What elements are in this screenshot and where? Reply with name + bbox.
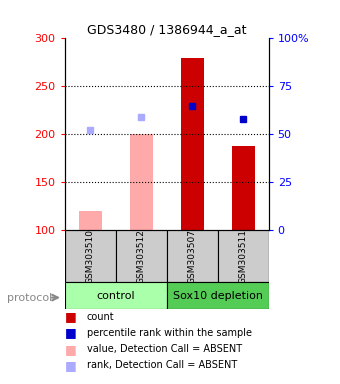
Text: GSM303510: GSM303510 <box>86 229 95 284</box>
Text: count: count <box>87 312 114 322</box>
Text: ■: ■ <box>65 343 76 356</box>
Text: ■: ■ <box>65 310 76 323</box>
Bar <box>65 282 167 309</box>
Text: value, Detection Call = ABSENT: value, Detection Call = ABSENT <box>87 344 242 354</box>
Text: percentile rank within the sample: percentile rank within the sample <box>87 328 252 338</box>
Bar <box>167 230 218 282</box>
Text: GSM303511: GSM303511 <box>239 229 248 284</box>
Bar <box>218 230 269 282</box>
Bar <box>79 211 102 230</box>
Text: control: control <box>96 291 135 301</box>
Text: ■: ■ <box>65 359 76 372</box>
Title: GDS3480 / 1386944_a_at: GDS3480 / 1386944_a_at <box>87 23 246 36</box>
Bar <box>167 282 269 309</box>
Bar <box>116 230 167 282</box>
Bar <box>130 134 153 230</box>
Text: GSM303512: GSM303512 <box>137 229 146 284</box>
Text: Sox10 depletion: Sox10 depletion <box>173 291 262 301</box>
Text: GSM303507: GSM303507 <box>188 229 197 284</box>
Text: rank, Detection Call = ABSENT: rank, Detection Call = ABSENT <box>87 360 237 370</box>
Bar <box>65 230 116 282</box>
Text: ■: ■ <box>65 326 76 339</box>
Bar <box>181 58 204 230</box>
Bar <box>232 146 255 230</box>
Text: protocol: protocol <box>7 293 52 303</box>
